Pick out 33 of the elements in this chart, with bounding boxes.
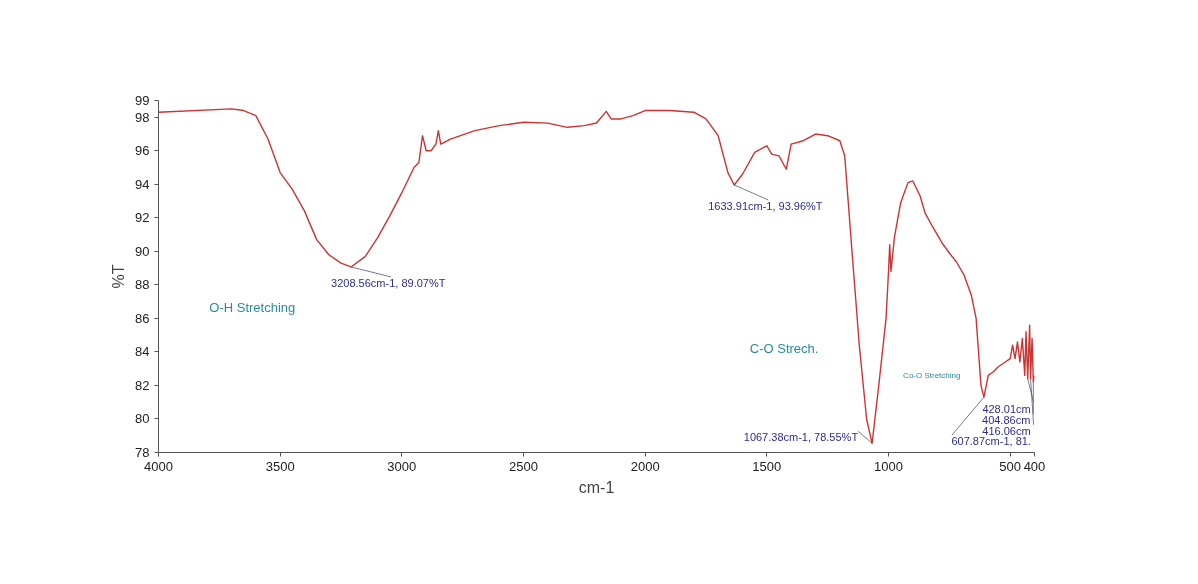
- y-tick-label: 86: [135, 310, 150, 326]
- x-tick-label: 1500: [752, 458, 782, 474]
- x-axis-title: cm-1: [578, 478, 615, 496]
- y-tick-label: 80: [135, 411, 150, 427]
- x-tick-label: 500: [999, 458, 1022, 474]
- annotation: C-O Strech.: [749, 340, 819, 356]
- annotation: Co-O Stretching: [903, 371, 961, 381]
- x-tick-label: 400: [1023, 458, 1046, 474]
- y-tick-label: 92: [135, 210, 150, 226]
- annotation: 428.01cm: [982, 402, 1031, 415]
- annotation: 1067.38cm-1, 78.55%T: [743, 431, 859, 444]
- y-tick-label: 84: [135, 344, 150, 360]
- y-tick-label: 98: [135, 109, 150, 125]
- annotation: 607.87cm-1, 81.: [951, 435, 1031, 448]
- annotation: 404.86cm: [982, 414, 1031, 427]
- y-axis-title: %T: [110, 264, 128, 289]
- x-tick-label: 2000: [630, 458, 660, 474]
- annotation: 416.06cm: [982, 424, 1031, 437]
- x-tick-label: 3000: [387, 458, 417, 474]
- y-tick-label: 82: [135, 377, 150, 393]
- y-tick-label: 88: [135, 277, 150, 293]
- y-tick-label: 90: [135, 243, 150, 259]
- x-tick-label: 2500: [509, 458, 538, 474]
- y-tick-label: 96: [135, 143, 150, 159]
- annotation: 1633.91cm-1, 93.96%T: [708, 199, 823, 212]
- annotation: O-H Stretching: [209, 300, 296, 316]
- y-tick-label: 94: [135, 176, 150, 192]
- annotation: 3208.56cm-1, 89.07%T: [331, 276, 446, 289]
- x-tick-label: 4000: [144, 458, 173, 474]
- y-tick-label: 99: [135, 93, 150, 108]
- x-tick-label: 3500: [265, 458, 295, 474]
- y-tick-label: 78: [135, 445, 150, 460]
- x-tick-label: 1000: [874, 458, 903, 474]
